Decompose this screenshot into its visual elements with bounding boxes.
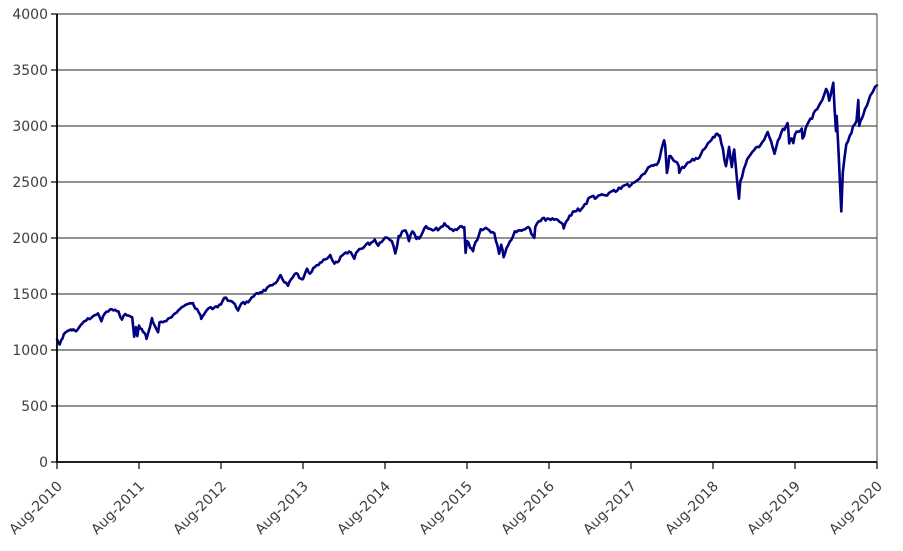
y-axis-tick-label: 1000 — [12, 343, 48, 359]
y-axis-tick-label: 2500 — [12, 175, 48, 191]
x-axis-tick-label: Aug-2014 — [334, 478, 393, 537]
y-axis-tick-label: 2000 — [12, 231, 48, 247]
axes — [51, 13, 878, 469]
data-series — [55, 81, 879, 346]
x-axis-tick-label: Aug-2016 — [498, 478, 557, 537]
y-axis-tick-label: 500 — [21, 399, 48, 415]
y-axis-tick-label: 0 — [39, 455, 48, 471]
x-axis-tick-label: Aug-2017 — [580, 479, 639, 538]
y-axis-tick-label: 4000 — [12, 7, 48, 23]
axis-labels: 0 500 1000 1500 2000 2500 3000 3500 4000 Aug-2010… — [6, 7, 885, 538]
y-axis-tick-label: 3000 — [12, 119, 48, 135]
y-axis-tick-label: 1500 — [12, 287, 48, 303]
x-axis-tick-label: Aug-2015 — [416, 479, 475, 538]
price-line-series — [55, 81, 879, 346]
x-axis-tick-label: Aug-2010 — [6, 479, 65, 538]
y-axis-tick-label: 3500 — [12, 63, 48, 79]
gridlines — [57, 13, 877, 407]
x-axis-tick-label: Aug-2012 — [170, 479, 229, 538]
x-axis-tick-label: Aug-2018 — [662, 479, 721, 538]
x-axis-tick-label: Aug-2011 — [88, 479, 147, 538]
x-axis-tick-label: Aug-2019 — [744, 479, 803, 538]
x-axis-tick-label: Aug-2013 — [252, 479, 311, 538]
x-axis-tick-label: Aug-2020 — [826, 479, 885, 538]
